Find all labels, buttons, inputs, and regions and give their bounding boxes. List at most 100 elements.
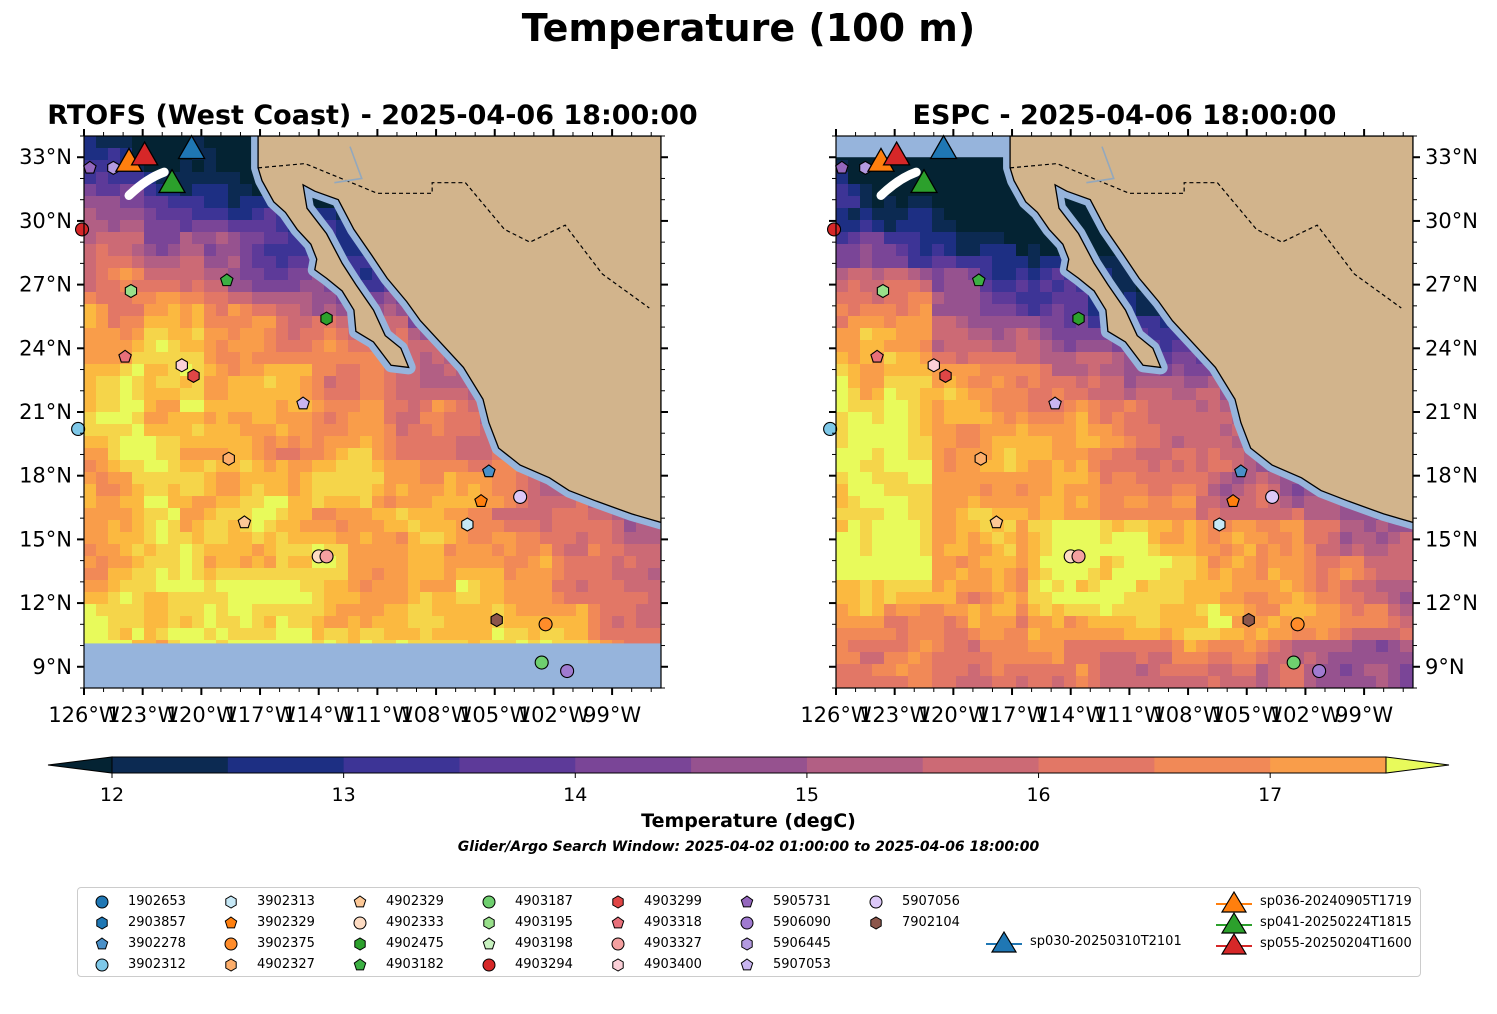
temperature-cell [1256,544,1269,557]
temperature-cell [228,136,241,149]
temperature-cell [360,268,373,281]
temperature-cell [1160,448,1173,461]
temperature-cell [96,280,109,293]
temperature-cell [156,364,169,377]
temperature-cell [216,472,229,485]
temperature-cell [456,532,469,545]
temperature-cell [1112,604,1125,617]
temperature-cell [896,424,909,437]
temperature-cell [944,676,957,688]
temperature-cell [144,328,157,341]
temperature-cell [468,568,481,581]
temperature-cell [1004,400,1017,413]
temperature-cell [944,460,957,473]
temperature-cell [480,508,493,521]
temperature-cell [372,472,385,485]
temperature-cell [1304,556,1317,569]
temperature-cell [312,604,325,617]
temperature-cell [84,364,97,377]
temperature-cell [860,532,873,545]
temperature-cell [492,628,505,641]
temperature-cell [860,580,873,593]
temperature-cell [132,556,145,569]
legend-marker [353,916,367,930]
temperature-cell [312,484,325,497]
temperature-cell [660,232,661,245]
temperature-cell [992,436,1005,449]
temperature-cell [872,316,885,329]
temperature-cell [884,616,897,629]
temperature-cell [96,568,109,581]
temperature-cell [1052,436,1065,449]
temperature-cell [1052,592,1065,605]
temperature-cell [1088,652,1101,665]
temperature-cell [192,388,205,401]
temperature-cell [300,568,313,581]
temperature-cell [908,496,921,509]
temperature-cell [1076,340,1089,353]
temperature-cell [968,376,981,389]
temperature-cell [992,208,1005,221]
temperature-cell [1328,628,1341,641]
y-tick-label: 15°N [19,527,72,551]
temperature-cell [1364,520,1377,533]
temperature-cell [408,400,421,413]
temperature-cell [1028,280,1041,293]
temperature-cell [884,676,897,688]
temperature-cell [492,532,505,545]
temperature-cell [1412,532,1413,545]
temperature-cell [108,136,121,149]
temperature-cell [860,568,873,581]
temperature-cell [1292,640,1305,653]
temperature-cell [204,484,217,497]
temperature-cell [156,448,169,461]
temperature-cell [992,256,1005,269]
temperature-cell [432,496,445,509]
temperature-cell [944,160,957,173]
temperature-cell [1100,676,1113,688]
temperature-cell [420,340,433,353]
temperature-cell [96,580,109,593]
temperature-cell [1004,556,1017,569]
temperature-cell [1292,604,1305,617]
temperature-cell [932,448,945,461]
temperature-cell [1136,436,1149,449]
temperature-cell [1112,508,1125,521]
temperature-cell [180,388,193,401]
temperature-cell [252,376,265,389]
temperature-cell [216,160,229,173]
float-4903187 [534,655,549,670]
temperature-cell [1148,448,1161,461]
temperature-cell [1064,412,1077,425]
temperature-cell [848,508,861,521]
temperature-cell [96,556,109,569]
temperature-cell [96,136,109,149]
temperature-cell [1412,256,1413,269]
temperature-cell [1028,520,1041,533]
temperature-cell [564,544,577,557]
temperature-cell [144,412,157,425]
temperature-cell [1004,256,1017,269]
temperature-cell [884,376,897,389]
temperature-cell [932,232,945,245]
temperature-cell [468,556,481,569]
temperature-cell [384,412,397,425]
temperature-cell [932,580,945,593]
temperature-cell [624,532,637,545]
temperature-cell [1124,400,1137,413]
temperature-cell [540,580,553,593]
y-tick-label: 18°N [19,464,72,488]
temperature-cell [144,508,157,521]
temperature-cell [192,316,205,329]
temperature-cell [156,220,169,233]
temperature-cell [528,604,541,617]
temperature-cell [264,592,277,605]
temperature-cell [848,628,861,641]
temperature-cell [1328,664,1341,677]
temperature-cell [1316,628,1329,641]
temperature-cell [1028,580,1041,593]
temperature-cell [120,628,133,641]
temperature-cell [1256,628,1269,641]
temperature-cell [884,604,897,617]
float-4903299 [187,368,200,384]
